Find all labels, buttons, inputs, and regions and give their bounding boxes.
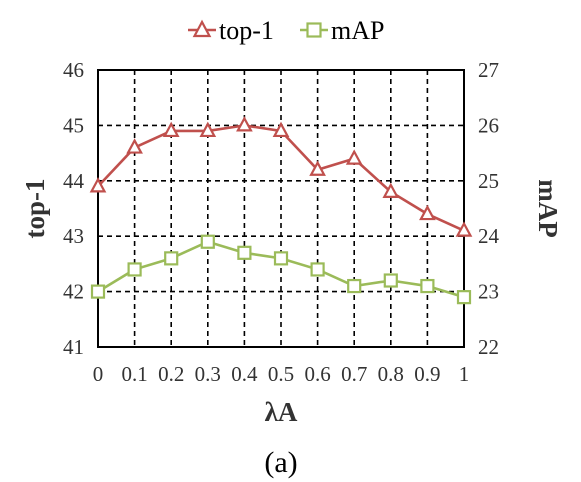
map-point <box>90 284 106 299</box>
plot-frame <box>97 69 465 348</box>
top-1-point <box>126 138 143 154</box>
top-1-point <box>272 121 290 138</box>
x-tick-label: 0.4 <box>231 362 258 386</box>
series-layer <box>89 116 473 305</box>
right-y-tick-label: 26 <box>478 113 499 137</box>
top-1-legend-label: top-1 <box>219 16 274 45</box>
top-1-point <box>455 221 473 237</box>
x-tick-label: 0.5 <box>268 362 294 386</box>
left-y-tick-label: 42 <box>63 280 84 304</box>
right-y-tick-label: 23 <box>478 280 499 304</box>
top-1-point <box>382 182 400 198</box>
gridlines <box>98 70 464 347</box>
map-point <box>383 273 398 288</box>
right-y-tick-label: 22 <box>478 335 499 359</box>
right-y-tick-label: 27 <box>478 58 499 82</box>
map-point <box>456 290 472 305</box>
right-y-tick-label: 25 <box>478 169 499 193</box>
plot-border <box>97 69 465 348</box>
top-1-legend-marker <box>192 19 212 38</box>
top-1-point <box>162 121 180 138</box>
x-tick-label: 0 <box>93 362 104 386</box>
map-point <box>273 251 289 266</box>
tick-labels: 0 0.1 0.2 0.3 0.4 0.5 0.6 0.7 0.8 0.9 1 41 42 43 44 45 4… <box>63 58 500 386</box>
x-tick-label: 0.8 <box>378 362 404 386</box>
top-1-point <box>345 149 363 165</box>
right-y-tick-label: 24 <box>478 224 500 248</box>
map-point <box>237 245 252 260</box>
axis-titles: λA top-1 mAP (a) <box>20 179 563 480</box>
map-legend-marker <box>306 22 322 38</box>
left-y-tick-label: 45 <box>63 113 84 137</box>
x-tick-label: 0.9 <box>414 362 440 386</box>
top-1-point <box>89 177 107 193</box>
x-tick-label: 0.3 <box>195 362 221 386</box>
top-1-point <box>236 116 253 132</box>
top-1-point <box>419 204 436 221</box>
x-tick-label: 1 <box>459 362 470 386</box>
map-point <box>420 278 435 294</box>
map-point <box>127 262 142 277</box>
top-1-point <box>309 160 326 176</box>
left-y-axis-title: top-1 <box>20 179 50 239</box>
left-y-tick-label: 44 <box>63 169 85 193</box>
map-legend-label: mAP <box>331 16 384 45</box>
left-y-tick-label: 43 <box>63 224 84 248</box>
right-y-axis-title: mAP <box>533 179 563 237</box>
legend: top-1 mAP <box>188 16 384 45</box>
top-1-point <box>199 121 217 138</box>
left-y-tick-label: 46 <box>63 58 84 82</box>
x-tick-label: 0.1 <box>121 362 147 386</box>
map-point <box>347 278 362 294</box>
x-tick-label: 0.7 <box>341 362 367 386</box>
map-point <box>200 234 215 249</box>
x-axis-title: λA <box>265 397 298 427</box>
map-point <box>310 262 325 277</box>
map-point <box>164 251 179 266</box>
figure-caption: (a) <box>264 446 297 479</box>
left-y-tick-label: 41 <box>63 335 84 359</box>
x-tick-label: 0.2 <box>158 362 184 386</box>
x-tick-label: 0.6 <box>304 362 330 386</box>
